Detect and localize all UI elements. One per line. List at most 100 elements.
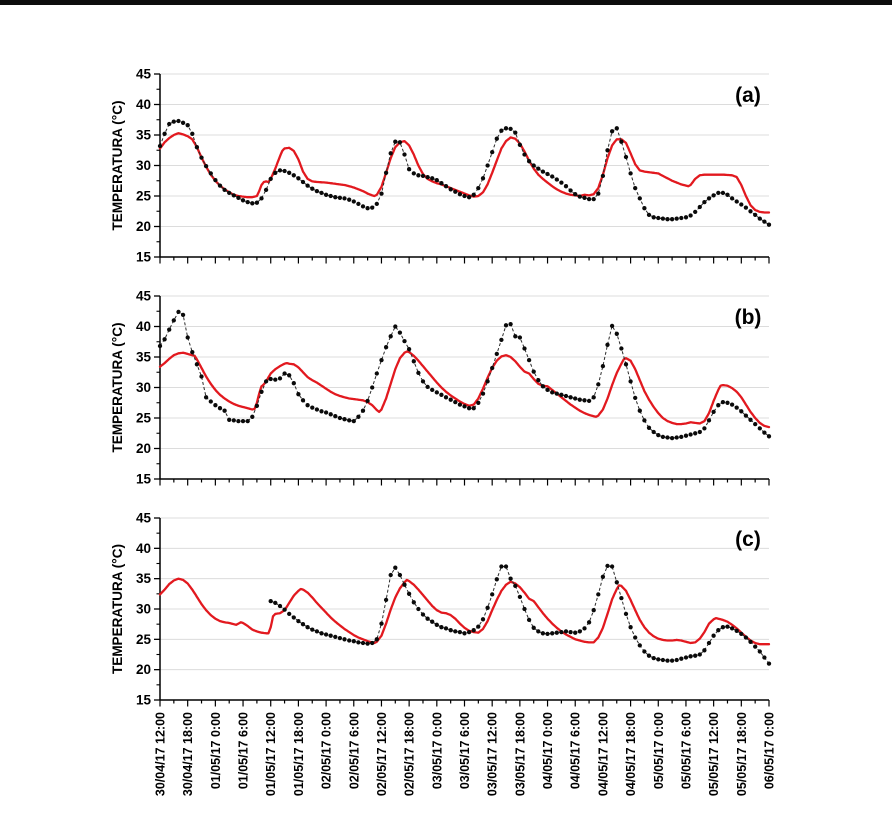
measured-dot: [291, 615, 296, 620]
measured-dot: [711, 409, 716, 415]
measured-dot: [273, 170, 278, 175]
measured-dot: [347, 638, 352, 643]
measured-dot: [651, 655, 656, 661]
measured-dot: [383, 345, 389, 350]
measured-dot: [637, 643, 642, 648]
measured-dot: [171, 318, 176, 323]
measured-dot: [453, 629, 458, 634]
x-tick-label: 05/05/17 18:00: [735, 712, 749, 796]
measured-dot: [586, 398, 592, 404]
measured-dot: [623, 154, 629, 160]
panel-letter-a: (a): [735, 84, 761, 107]
measured-dot: [697, 652, 702, 657]
measured-dot: [646, 653, 652, 658]
measured-dot: [185, 335, 190, 340]
measured-dot: [651, 215, 656, 220]
measured-dot: [287, 170, 292, 175]
measured-dot: [651, 429, 656, 435]
measured-dot: [739, 202, 744, 207]
measured-dot: [416, 173, 421, 178]
measured-dot: [388, 572, 393, 578]
measured-dot: [356, 201, 361, 207]
measured-dot: [420, 612, 426, 617]
measured-dot: [499, 128, 504, 133]
measured-dot: [319, 631, 324, 636]
measured-dot: [190, 349, 195, 355]
measured-dot: [319, 190, 324, 196]
measured-dot: [167, 327, 172, 332]
measured-dot: [536, 629, 541, 634]
measured-dot: [568, 629, 573, 635]
measured-dot: [199, 155, 204, 160]
measured-dot: [739, 409, 744, 414]
measured-dot: [711, 633, 716, 638]
measured-dot: [605, 563, 610, 569]
measured-dot: [443, 184, 449, 189]
measured-dot: [213, 177, 218, 183]
measured-dot: [679, 656, 684, 661]
measured-dot: [609, 564, 615, 569]
x-tick-label: 01/05/17 18:00: [292, 712, 306, 796]
measured-dot: [434, 390, 439, 395]
measured-dot: [522, 606, 527, 612]
measured-dot: [282, 168, 287, 174]
x-tick-label: 30/04/17 18:00: [181, 712, 195, 796]
measured-dot: [688, 213, 693, 218]
measured-dot: [185, 123, 190, 128]
y-tick-label: 20: [136, 441, 151, 456]
measured-dot: [734, 405, 739, 410]
measured-dot: [250, 201, 255, 206]
measured-dot: [245, 199, 250, 205]
measured-dot: [600, 173, 606, 179]
measured-dot: [531, 163, 536, 168]
x-tick-label: 05/05/17 0:00: [652, 712, 666, 789]
measured-dot: [167, 121, 172, 127]
measured-dot: [351, 639, 356, 644]
measured-dot: [397, 140, 403, 145]
measured-dot: [554, 630, 559, 635]
measured-dot: [720, 190, 726, 196]
measured-dot: [300, 622, 306, 627]
measured-dot: [536, 378, 541, 383]
measured-dot: [711, 193, 716, 198]
measured-dot: [337, 415, 343, 421]
measured-dot: [605, 148, 610, 153]
measured-dot: [573, 192, 578, 197]
measured-dot: [457, 629, 463, 635]
measured-dot: [263, 379, 269, 384]
measured-dot: [494, 351, 499, 357]
model-line-series: [158, 350, 771, 429]
measured-dot: [448, 187, 453, 192]
measured-dot: [231, 193, 236, 198]
measured-dot: [328, 633, 333, 638]
measured-dot: [766, 661, 772, 666]
measured-dot: [573, 396, 578, 401]
measured-dot: [619, 346, 624, 351]
y-tick-label: 45: [136, 511, 152, 526]
measured-dot: [379, 191, 384, 196]
measured-dot: [314, 188, 320, 194]
measured-dot: [522, 346, 527, 351]
measured-dot: [222, 408, 227, 413]
measured-dot: [688, 432, 693, 437]
measured-dot: [347, 197, 352, 202]
measured-dot: [273, 377, 278, 382]
x-tick-label: 02/05/17 6:00: [347, 712, 361, 789]
measured-dot: [605, 342, 610, 347]
measured-dot: [379, 357, 384, 363]
measured-dot: [176, 309, 181, 315]
panel-c: 15 20 25 30 35 40 45 TEMPERATURA (°C) (c): [110, 511, 772, 708]
measured-dot: [333, 195, 338, 200]
measured-dot: [716, 628, 721, 633]
measured-dot: [706, 640, 712, 646]
measured-dot: [508, 321, 513, 327]
measured-dot: [706, 196, 712, 201]
measured-dot: [725, 192, 730, 197]
measured-dot: [642, 418, 647, 423]
measured-dot: [277, 376, 283, 381]
measured-dot: [305, 403, 310, 408]
measured-dot: [526, 617, 532, 623]
measured-dashed-connector: [159, 120, 770, 226]
measured-dot: [591, 196, 596, 202]
panel-letter-c: (c): [735, 528, 761, 551]
